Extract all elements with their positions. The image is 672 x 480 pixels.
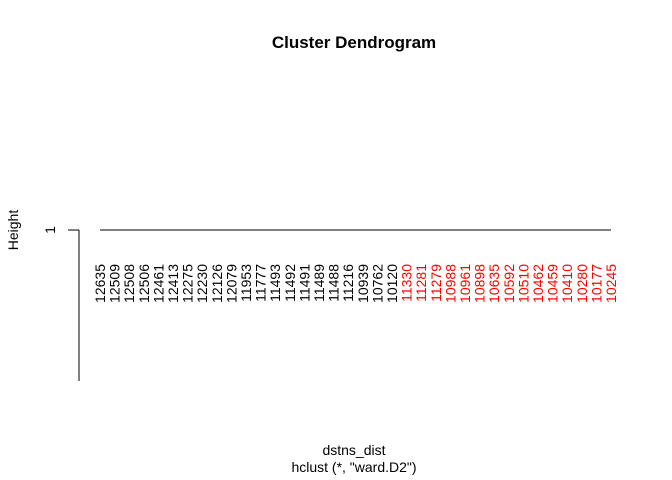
leaf-label: 12413	[165, 264, 181, 303]
leaf-label: 10592	[501, 264, 517, 303]
leaf-label: 11216	[340, 264, 356, 302]
chart-subtitle: hclust (*, "ward.D2")	[291, 459, 416, 475]
leaf-label: 11953	[238, 264, 254, 302]
leaf-label: 10245	[603, 264, 619, 303]
leaf-label: 10898	[472, 264, 488, 303]
leaf-label: 10280	[574, 264, 590, 303]
leaf-label: 12230	[194, 264, 210, 303]
leaf-label: 11492	[282, 264, 298, 302]
leaf-label: 10459	[545, 264, 561, 303]
leaf-label: 12506	[136, 264, 152, 303]
leaf-label: 10939	[355, 264, 371, 303]
leaf-label: 12126	[209, 264, 225, 303]
leaf-label: 12508	[121, 264, 137, 303]
leaf-label: 10988	[442, 264, 458, 303]
leaf-labels: 1263512509125081250612461124131227512230…	[92, 264, 619, 303]
leaf-label: 12275	[180, 264, 196, 303]
leaf-label: 11281	[413, 264, 429, 302]
leaf-label: 10462	[530, 264, 546, 303]
y-axis-label: Height	[5, 210, 21, 251]
leaf-label: 12635	[92, 264, 108, 303]
leaf-label: 10961	[457, 264, 473, 303]
leaf-label: 12461	[150, 264, 166, 303]
leaf-label: 11493	[267, 264, 283, 302]
leaf-label: 11279	[428, 264, 444, 302]
leaf-label: 10762	[369, 264, 385, 303]
leaf-label: 10120	[384, 264, 400, 303]
leaf-label: 12079	[223, 264, 239, 303]
leaf-label: 11491	[296, 264, 312, 302]
leaf-label: 11489	[311, 264, 327, 302]
leaf-label: 11488	[326, 264, 342, 302]
leaf-label: 10177	[588, 264, 604, 303]
chart-title: Cluster Dendrogram	[272, 33, 436, 52]
leaf-label: 10510	[515, 264, 531, 303]
leaf-label: 10410	[559, 264, 575, 303]
y-tick-label: 1	[42, 226, 58, 234]
leaf-label: 11777	[253, 264, 269, 302]
leaf-label: 12509	[107, 264, 123, 303]
x-axis-label: dstns_dist	[322, 442, 385, 458]
leaf-label: 10635	[486, 264, 502, 303]
leaf-label: 11330	[399, 264, 415, 302]
